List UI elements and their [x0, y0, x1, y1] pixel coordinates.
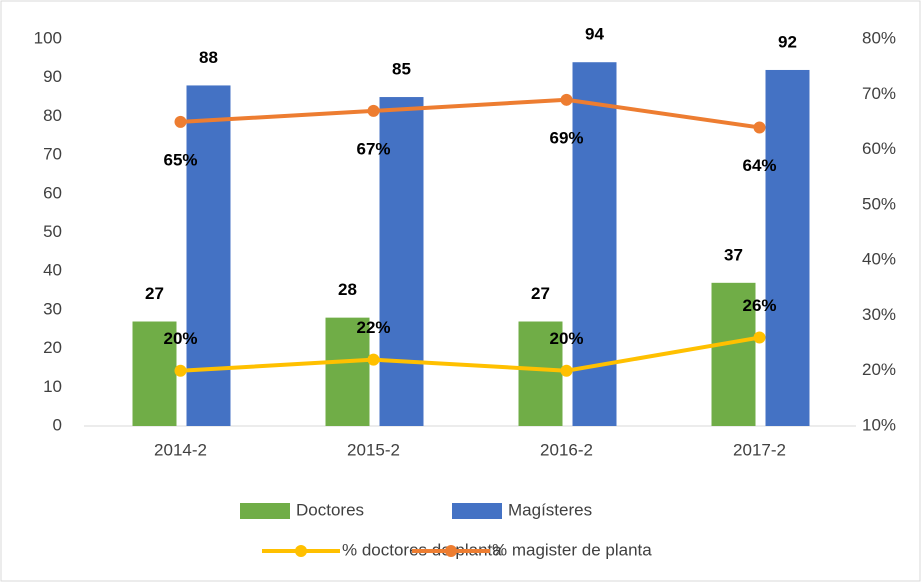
y2-tick-label: 40% — [862, 250, 896, 269]
line-label: 67% — [356, 139, 390, 158]
line-marker — [560, 364, 573, 377]
line-marker — [367, 104, 380, 117]
bar-label: 27 — [145, 284, 164, 303]
bar — [572, 62, 617, 426]
y-tick-label: 50 — [43, 222, 62, 241]
line-label: 64% — [742, 156, 776, 175]
y2-tick-label: 70% — [862, 84, 896, 103]
legend-swatch — [240, 503, 290, 519]
x-tick-label: 2017-2 — [733, 440, 786, 459]
line-label: 26% — [742, 296, 776, 315]
legend-swatch — [452, 503, 502, 519]
bar — [325, 317, 370, 426]
y-tick-label: 80 — [43, 106, 62, 125]
x-tick-label: 2015-2 — [347, 440, 400, 459]
legend-marker — [445, 545, 457, 557]
x-tick-label: 2016-2 — [540, 440, 593, 459]
line-marker — [753, 331, 766, 344]
y2-tick-label: 80% — [862, 28, 896, 47]
y-tick-label: 70 — [43, 145, 62, 164]
y-tick-label: 40 — [43, 261, 62, 280]
y-tick-label: 60 — [43, 183, 62, 202]
bar-label: 88 — [199, 48, 218, 67]
y2-tick-label: 20% — [862, 360, 896, 379]
line-marker — [560, 93, 573, 106]
bar — [186, 85, 231, 426]
bar — [518, 321, 563, 426]
line-marker — [367, 353, 380, 366]
bar — [132, 321, 177, 426]
line-label: 20% — [163, 329, 197, 348]
bar-label: 92 — [778, 32, 797, 51]
bar — [379, 97, 424, 427]
bar — [765, 69, 810, 427]
y-tick-label: 100 — [34, 28, 62, 47]
y-tick-label: 0 — [53, 415, 62, 434]
y2-tick-label: 60% — [862, 139, 896, 158]
bar — [711, 282, 756, 426]
legend-marker — [295, 545, 307, 557]
line-label: 20% — [549, 329, 583, 348]
y2-tick-label: 50% — [862, 194, 896, 213]
bar-label: 27 — [531, 284, 550, 303]
line — [180, 97, 760, 130]
bar-label: 94 — [585, 25, 604, 44]
line-label: 22% — [356, 318, 390, 337]
line-label: 65% — [163, 150, 197, 169]
y-tick-label: 90 — [43, 67, 62, 86]
bar-label: 37 — [724, 245, 743, 264]
y-tick-label: 30 — [43, 299, 62, 318]
y-tick-label: 20 — [43, 338, 62, 357]
legend-label: Doctores — [296, 500, 364, 519]
line-marker — [174, 364, 187, 377]
y2-tick-label: 30% — [862, 305, 896, 324]
y-tick-label: 10 — [43, 377, 62, 396]
line-label: 69% — [549, 128, 583, 147]
bar-label: 85 — [392, 60, 411, 79]
line — [180, 335, 760, 373]
x-tick-label: 2014-2 — [154, 440, 207, 459]
line-marker — [174, 115, 187, 128]
legend-label: Magísteres — [508, 500, 592, 519]
legend-label: % magister de planta — [492, 540, 652, 559]
line-marker — [753, 121, 766, 134]
y2-tick-label: 10% — [862, 415, 896, 434]
bar-label: 28 — [338, 280, 357, 299]
